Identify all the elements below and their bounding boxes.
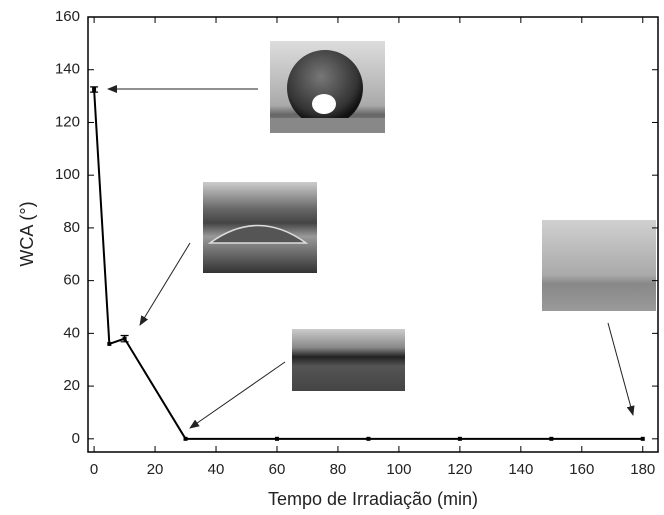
x-tick-label: 80 [330,461,347,478]
plot-frame [87,16,659,453]
x-tick-label: 120 [447,461,472,478]
x-tick-label: 140 [508,461,533,478]
photo [292,329,405,391]
point [549,436,554,441]
y-tick-label: 0 [72,430,80,447]
point [107,341,112,346]
error-bar [90,86,99,93]
arrow [189,361,286,429]
x-tick-label: 0 [90,461,98,478]
arrows [107,85,635,429]
y-tick-label: 60 [63,272,80,289]
arrow [607,322,635,416]
y-tick-label: 80 [63,219,80,236]
y-tick-label: 160 [55,8,80,25]
error-bar [120,334,129,343]
point [640,436,645,441]
x-tick-label: 100 [386,461,411,478]
photo [542,220,656,311]
x-tick-label: 180 [630,461,655,478]
droplet [207,224,309,244]
x-tick-label: 60 [269,461,286,478]
y-tick-label: 140 [55,61,80,78]
y-axis-label: WCA (°) [17,201,37,266]
substrate [270,118,385,133]
droplet [287,50,363,126]
point [457,436,462,441]
insets [203,41,656,391]
y-tick-label: 20 [63,377,80,394]
point [366,436,371,441]
y-tick-label: 100 [55,166,80,183]
x-tick-label: 20 [147,461,164,478]
y-tick-label: 40 [63,324,80,341]
y-tick-label: 120 [55,113,80,130]
point [274,436,279,441]
x-axis-label: Tempo de Irradiação (min) [268,489,478,509]
x-tick-label: 160 [569,461,594,478]
point [183,436,188,441]
highlight [312,94,336,114]
arrow [139,242,191,326]
x-tick-label: 40 [208,461,225,478]
